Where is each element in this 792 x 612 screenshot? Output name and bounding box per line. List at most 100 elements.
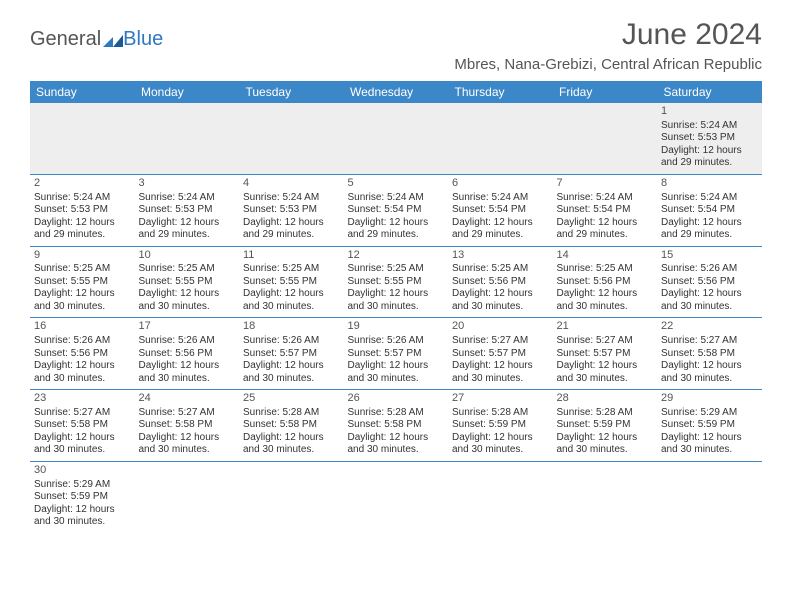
daylight-text: and 30 minutes. xyxy=(557,444,654,457)
daylight-text: and 30 minutes. xyxy=(557,373,654,386)
sunset-text: Sunset: 5:54 PM xyxy=(557,204,654,217)
day-number: 6 xyxy=(452,177,549,191)
calendar-cell: 26Sunrise: 5:28 AMSunset: 5:58 PMDayligh… xyxy=(344,390,449,462)
sunrise-text: Sunrise: 5:25 AM xyxy=(34,263,131,276)
daylight-text: and 30 minutes. xyxy=(243,373,340,386)
daylight-text: and 30 minutes. xyxy=(557,301,654,314)
calendar-cell: 8Sunrise: 5:24 AMSunset: 5:54 PMDaylight… xyxy=(657,174,762,246)
daylight-text: Daylight: 12 hours xyxy=(557,217,654,230)
calendar-cell: 9Sunrise: 5:25 AMSunset: 5:55 PMDaylight… xyxy=(30,246,135,318)
daylight-text: and 30 minutes. xyxy=(348,373,445,386)
daylight-text: Daylight: 12 hours xyxy=(139,360,236,373)
daylight-text: and 30 minutes. xyxy=(34,444,131,457)
day-number: 20 xyxy=(452,320,549,334)
calendar-cell: 16Sunrise: 5:26 AMSunset: 5:56 PMDayligh… xyxy=(30,318,135,390)
day-number: 26 xyxy=(348,392,445,406)
daylight-text: Daylight: 12 hours xyxy=(661,288,758,301)
sunrise-text: Sunrise: 5:25 AM xyxy=(348,263,445,276)
daylight-text: and 30 minutes. xyxy=(348,444,445,457)
daylight-text: Daylight: 12 hours xyxy=(661,145,758,158)
sunset-text: Sunset: 5:53 PM xyxy=(34,204,131,217)
sunset-text: Sunset: 5:56 PM xyxy=(661,276,758,289)
calendar-cell: 7Sunrise: 5:24 AMSunset: 5:54 PMDaylight… xyxy=(553,174,658,246)
daylight-text: Daylight: 12 hours xyxy=(243,432,340,445)
day-number: 30 xyxy=(34,464,131,478)
daylight-text: and 30 minutes. xyxy=(452,444,549,457)
day-header: Sunday xyxy=(30,81,135,103)
month-title: June 2024 xyxy=(454,18,762,52)
sunrise-text: Sunrise: 5:27 AM xyxy=(557,335,654,348)
sunset-text: Sunset: 5:58 PM xyxy=(243,419,340,432)
calendar-cell: 28Sunrise: 5:28 AMSunset: 5:59 PMDayligh… xyxy=(553,390,658,462)
calendar-cell: 14Sunrise: 5:25 AMSunset: 5:56 PMDayligh… xyxy=(553,246,658,318)
day-number: 1 xyxy=(661,105,758,119)
day-number: 12 xyxy=(348,249,445,263)
sunrise-text: Sunrise: 5:29 AM xyxy=(661,407,758,420)
calendar-table: Sunday Monday Tuesday Wednesday Thursday… xyxy=(30,81,762,533)
daylight-text: and 30 minutes. xyxy=(139,301,236,314)
daylight-text: and 29 minutes. xyxy=(139,229,236,242)
daylight-text: Daylight: 12 hours xyxy=(557,432,654,445)
title-block: June 2024 Mbres, Nana-Grebizi, Central A… xyxy=(454,18,762,79)
calendar-cell xyxy=(657,461,762,532)
sunrise-text: Sunrise: 5:25 AM xyxy=(452,263,549,276)
daylight-text: Daylight: 12 hours xyxy=(348,360,445,373)
daylight-text: and 29 minutes. xyxy=(452,229,549,242)
calendar-cell: 6Sunrise: 5:24 AMSunset: 5:54 PMDaylight… xyxy=(448,174,553,246)
daylight-text: and 30 minutes. xyxy=(452,301,549,314)
sunrise-text: Sunrise: 5:26 AM xyxy=(139,335,236,348)
logo: General Blue xyxy=(30,28,163,51)
daylight-text: Daylight: 12 hours xyxy=(452,288,549,301)
calendar-cell xyxy=(135,103,240,174)
calendar-cell: 22Sunrise: 5:27 AMSunset: 5:58 PMDayligh… xyxy=(657,318,762,390)
daylight-text: Daylight: 12 hours xyxy=(34,217,131,230)
daylight-text: Daylight: 12 hours xyxy=(348,217,445,230)
sunset-text: Sunset: 5:56 PM xyxy=(139,348,236,361)
daylight-text: Daylight: 12 hours xyxy=(661,432,758,445)
calendar-cell: 19Sunrise: 5:26 AMSunset: 5:57 PMDayligh… xyxy=(344,318,449,390)
calendar-cell: 11Sunrise: 5:25 AMSunset: 5:55 PMDayligh… xyxy=(239,246,344,318)
daylight-text: and 30 minutes. xyxy=(348,301,445,314)
calendar-cell: 5Sunrise: 5:24 AMSunset: 5:54 PMDaylight… xyxy=(344,174,449,246)
daylight-text: Daylight: 12 hours xyxy=(452,360,549,373)
day-header: Wednesday xyxy=(344,81,449,103)
calendar-cell xyxy=(344,103,449,174)
calendar-cell: 17Sunrise: 5:26 AMSunset: 5:56 PMDayligh… xyxy=(135,318,240,390)
daylight-text: and 30 minutes. xyxy=(34,373,131,386)
calendar-cell: 23Sunrise: 5:27 AMSunset: 5:58 PMDayligh… xyxy=(30,390,135,462)
day-header: Saturday xyxy=(657,81,762,103)
calendar-cell: 12Sunrise: 5:25 AMSunset: 5:55 PMDayligh… xyxy=(344,246,449,318)
calendar-cell xyxy=(135,461,240,532)
sunset-text: Sunset: 5:55 PM xyxy=(348,276,445,289)
table-row: 2Sunrise: 5:24 AMSunset: 5:53 PMDaylight… xyxy=(30,174,762,246)
table-row: 16Sunrise: 5:26 AMSunset: 5:56 PMDayligh… xyxy=(30,318,762,390)
day-number: 4 xyxy=(243,177,340,191)
daylight-text: and 30 minutes. xyxy=(452,373,549,386)
day-number: 19 xyxy=(348,320,445,334)
day-number: 3 xyxy=(139,177,236,191)
sunrise-text: Sunrise: 5:26 AM xyxy=(661,263,758,276)
daylight-text: Daylight: 12 hours xyxy=(452,432,549,445)
sunset-text: Sunset: 5:59 PM xyxy=(557,419,654,432)
day-number: 23 xyxy=(34,392,131,406)
daylight-text: Daylight: 12 hours xyxy=(243,360,340,373)
sunset-text: Sunset: 5:55 PM xyxy=(243,276,340,289)
day-header: Thursday xyxy=(448,81,553,103)
day-number: 18 xyxy=(243,320,340,334)
daylight-text: and 30 minutes. xyxy=(34,516,131,529)
day-number: 10 xyxy=(139,249,236,263)
sunrise-text: Sunrise: 5:28 AM xyxy=(243,407,340,420)
daylight-text: Daylight: 12 hours xyxy=(34,432,131,445)
daylight-text: Daylight: 12 hours xyxy=(243,288,340,301)
calendar-cell xyxy=(553,461,658,532)
sunrise-text: Sunrise: 5:24 AM xyxy=(452,192,549,205)
sunrise-text: Sunrise: 5:24 AM xyxy=(243,192,340,205)
calendar-cell xyxy=(30,103,135,174)
day-number: 17 xyxy=(139,320,236,334)
day-number: 11 xyxy=(243,249,340,263)
logo-text-general: General xyxy=(30,28,101,51)
sunset-text: Sunset: 5:59 PM xyxy=(661,419,758,432)
day-number: 2 xyxy=(34,177,131,191)
daylight-text: and 30 minutes. xyxy=(139,444,236,457)
sunrise-text: Sunrise: 5:28 AM xyxy=(348,407,445,420)
